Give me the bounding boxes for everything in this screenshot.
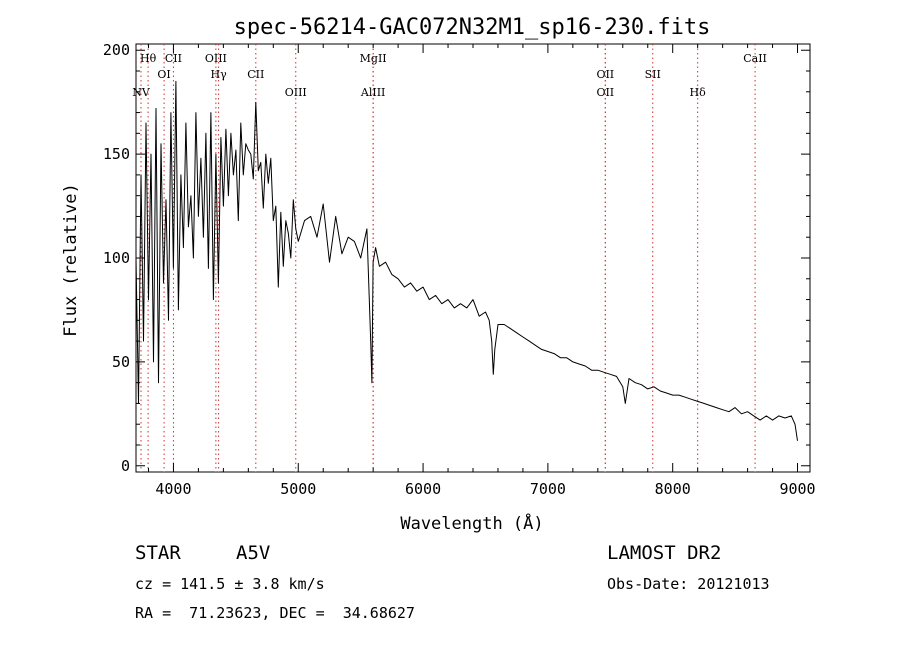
marker-label-9: AlIII	[360, 86, 386, 99]
marker-label-11: OII	[596, 86, 614, 99]
marker-label-0: NV	[132, 86, 151, 99]
marker-label-3: CII	[165, 52, 182, 65]
marker-label-7: OIII	[285, 86, 307, 99]
y-axis-label: Flux (relative)	[61, 183, 81, 337]
marker-label-12: SII	[645, 68, 661, 81]
x-tick-label: 4000	[155, 480, 191, 498]
y-tick-label: 200	[103, 41, 130, 59]
spectral-subclass: A5V	[236, 542, 271, 564]
x-tick-label: 6000	[405, 480, 441, 498]
chart-title: spec-56214-GAC072N32M1_sp16-230.fits	[234, 15, 711, 40]
y-tick-label: 50	[112, 353, 130, 371]
y-tick-label: 0	[121, 457, 130, 475]
marker-label-14: CaII	[743, 52, 767, 65]
object-type: STAR	[135, 542, 181, 564]
coordinates-line: RA = 71.23623, DEC = 34.68627	[135, 604, 415, 622]
marker-label-1: Hθ	[140, 52, 157, 65]
marker-label-2: OI	[157, 68, 170, 81]
observation-date: Obs-Date: 20121013	[607, 575, 770, 593]
marker-label-4: OIII	[205, 52, 227, 65]
survey-name: LAMOST DR2	[607, 542, 722, 564]
x-tick-label: 7000	[530, 480, 566, 498]
x-tick-label: 8000	[655, 480, 691, 498]
x-axis-label: Wavelength (Å)	[400, 512, 543, 534]
marker-label-6: CII	[247, 68, 264, 81]
series-line-0	[135, 80, 798, 441]
marker-label-13: Hδ	[690, 86, 707, 99]
x-tick-label: 5000	[280, 480, 316, 498]
redshift-line: cz = 141.5 ± 3.8 km/s	[135, 575, 325, 593]
y-tick-label: 100	[103, 249, 130, 267]
plot-frame	[135, 43, 811, 473]
marker-label-10: OII	[596, 68, 614, 81]
marker-label-5: Hγ	[211, 68, 228, 81]
x-tick-label: 9000	[779, 480, 815, 498]
y-tick-label: 150	[103, 145, 130, 163]
